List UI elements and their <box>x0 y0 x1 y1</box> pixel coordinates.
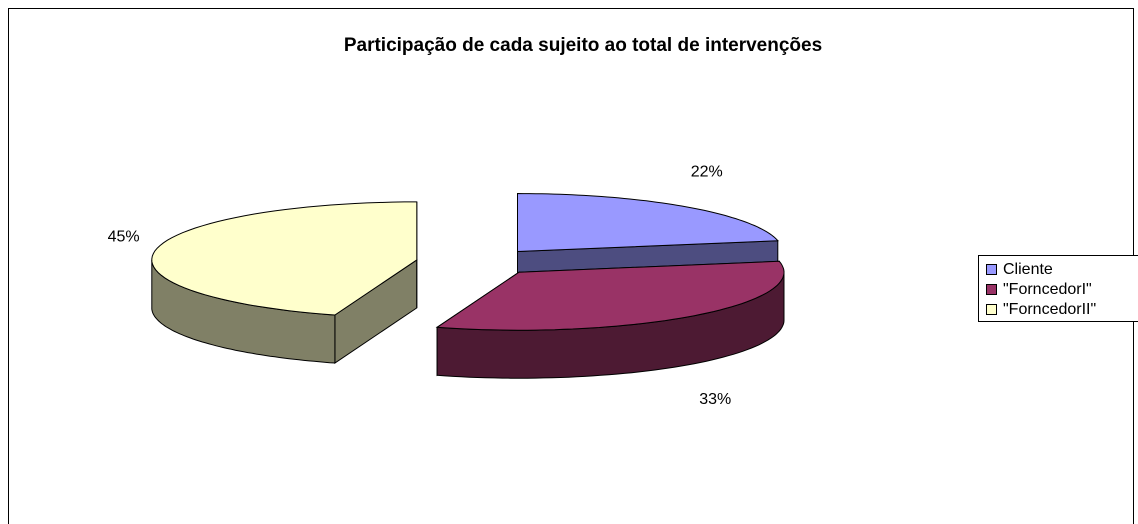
legend-swatch <box>986 284 997 295</box>
legend-label: "ForncedorII" <box>1003 301 1096 318</box>
slice <box>151 201 418 316</box>
legend-label: Cliente <box>1003 261 1053 278</box>
slice <box>435 260 785 331</box>
legend-swatch <box>986 264 997 275</box>
data-label: 33% <box>699 391 731 408</box>
data-label: 45% <box>108 229 140 246</box>
chart-title: Participação de cada sujeito ao total de… <box>344 35 822 56</box>
slice <box>517 192 779 253</box>
legend-box <box>978 255 1138 322</box>
legend-swatch <box>986 304 997 315</box>
legend-label: "ForncedorI" <box>1003 281 1092 298</box>
data-label: 22% <box>691 163 723 180</box>
